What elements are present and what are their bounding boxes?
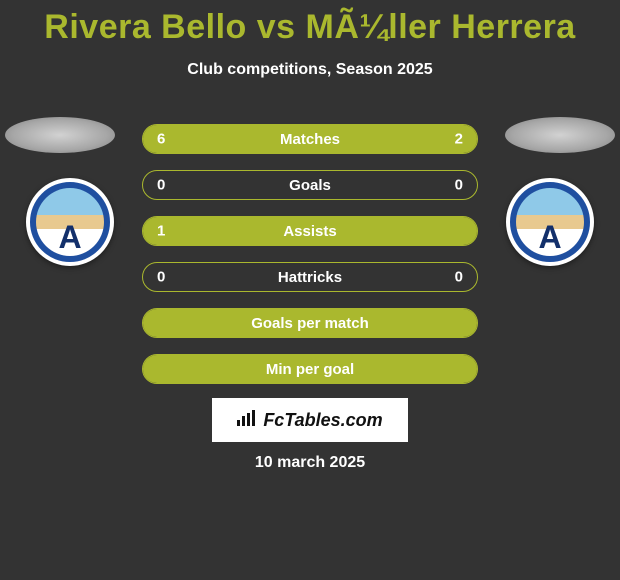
bar-value-left: 0 bbox=[157, 269, 165, 286]
bar-value-left: 6 bbox=[157, 131, 165, 148]
bar-label: Matches bbox=[280, 131, 340, 148]
comparison-bars: 6 Matches 2 0 Goals 0 1 Assists 0 Hattri… bbox=[142, 124, 478, 400]
team-crest-left: A bbox=[26, 178, 114, 266]
bar-value-right: 0 bbox=[455, 269, 463, 286]
bar-row-assists: 1 Assists bbox=[142, 216, 478, 246]
watermark: FcTables.com bbox=[212, 398, 408, 442]
bar-label: Min per goal bbox=[266, 361, 354, 378]
bar-value-left: 1 bbox=[157, 223, 165, 240]
bar-fill-left bbox=[143, 125, 394, 153]
bar-value-right: 2 bbox=[455, 131, 463, 148]
bar-row-min-per-goal: Min per goal bbox=[142, 354, 478, 384]
team-crest-left-inner: A bbox=[36, 188, 104, 256]
bar-fill-right bbox=[394, 125, 478, 153]
bar-row-goals: 0 Goals 0 bbox=[142, 170, 478, 200]
bar-value-right: 0 bbox=[455, 177, 463, 194]
bar-value-left: 0 bbox=[157, 177, 165, 194]
bar-row-matches: 6 Matches 2 bbox=[142, 124, 478, 154]
crest-letter-icon: A bbox=[538, 221, 561, 256]
page-title: Rivera Bello vs MÃ¼ller Herrera bbox=[0, 0, 620, 47]
team-crest-right: A bbox=[506, 178, 594, 266]
bar-label: Goals bbox=[289, 177, 331, 194]
chart-icon bbox=[237, 410, 257, 431]
crest-letter-icon: A bbox=[58, 221, 81, 256]
bar-label: Hattricks bbox=[278, 269, 342, 286]
bar-label: Goals per match bbox=[251, 315, 369, 332]
subtitle: Club competitions, Season 2025 bbox=[0, 61, 620, 79]
bar-row-hattricks: 0 Hattricks 0 bbox=[142, 262, 478, 292]
watermark-text: FcTables.com bbox=[263, 410, 382, 431]
date-label: 10 march 2025 bbox=[0, 454, 620, 472]
spotlight-right bbox=[505, 117, 615, 153]
bar-label: Assists bbox=[283, 223, 336, 240]
bar-row-goals-per-match: Goals per match bbox=[142, 308, 478, 338]
team-crest-right-inner: A bbox=[516, 188, 584, 256]
spotlight-left bbox=[5, 117, 115, 153]
